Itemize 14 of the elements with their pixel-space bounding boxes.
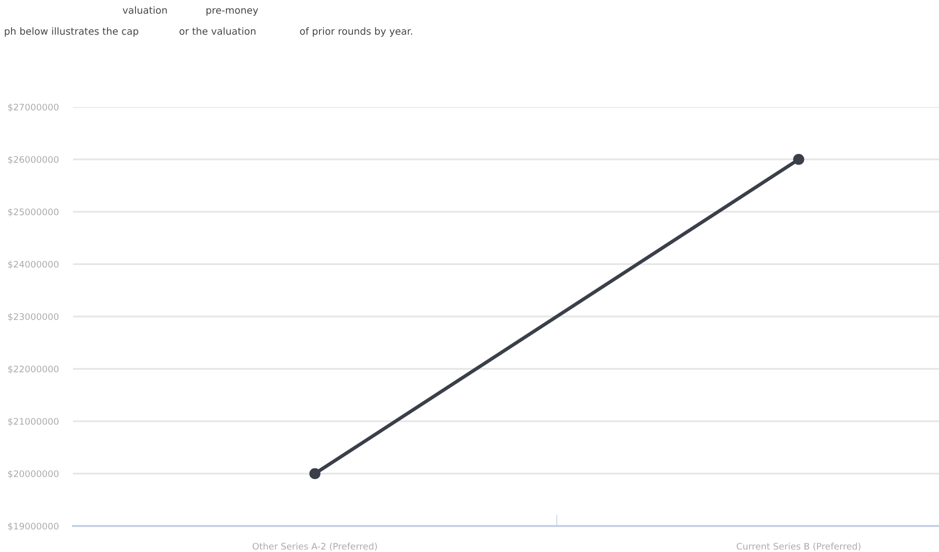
- x-tick-label: Other Series A-2 (Preferred): [252, 542, 377, 551]
- y-tick-label: $27000000: [8, 104, 59, 112]
- y-tick-label: $26000000: [8, 156, 59, 164]
- text: valuation: [122, 6, 167, 14]
- x-tick-label: Current Series B (Preferred): [736, 542, 860, 551]
- y-tick-label: $25000000: [8, 208, 59, 217]
- chart-title: ph below illustrates the cap or the valuation of prior rounds by year.: [4, 27, 412, 37]
- y-tick-label: $22000000: [8, 365, 59, 374]
- y-tick-label: $20000000: [8, 470, 59, 478]
- y-tick-label: $21000000: [8, 418, 59, 426]
- text: pre-money: [206, 8, 258, 16]
- y-tick-label: $24000000: [8, 260, 59, 269]
- y-tick-label: $23000000: [8, 313, 59, 322]
- y-tick-label: $19000000: [8, 522, 59, 531]
